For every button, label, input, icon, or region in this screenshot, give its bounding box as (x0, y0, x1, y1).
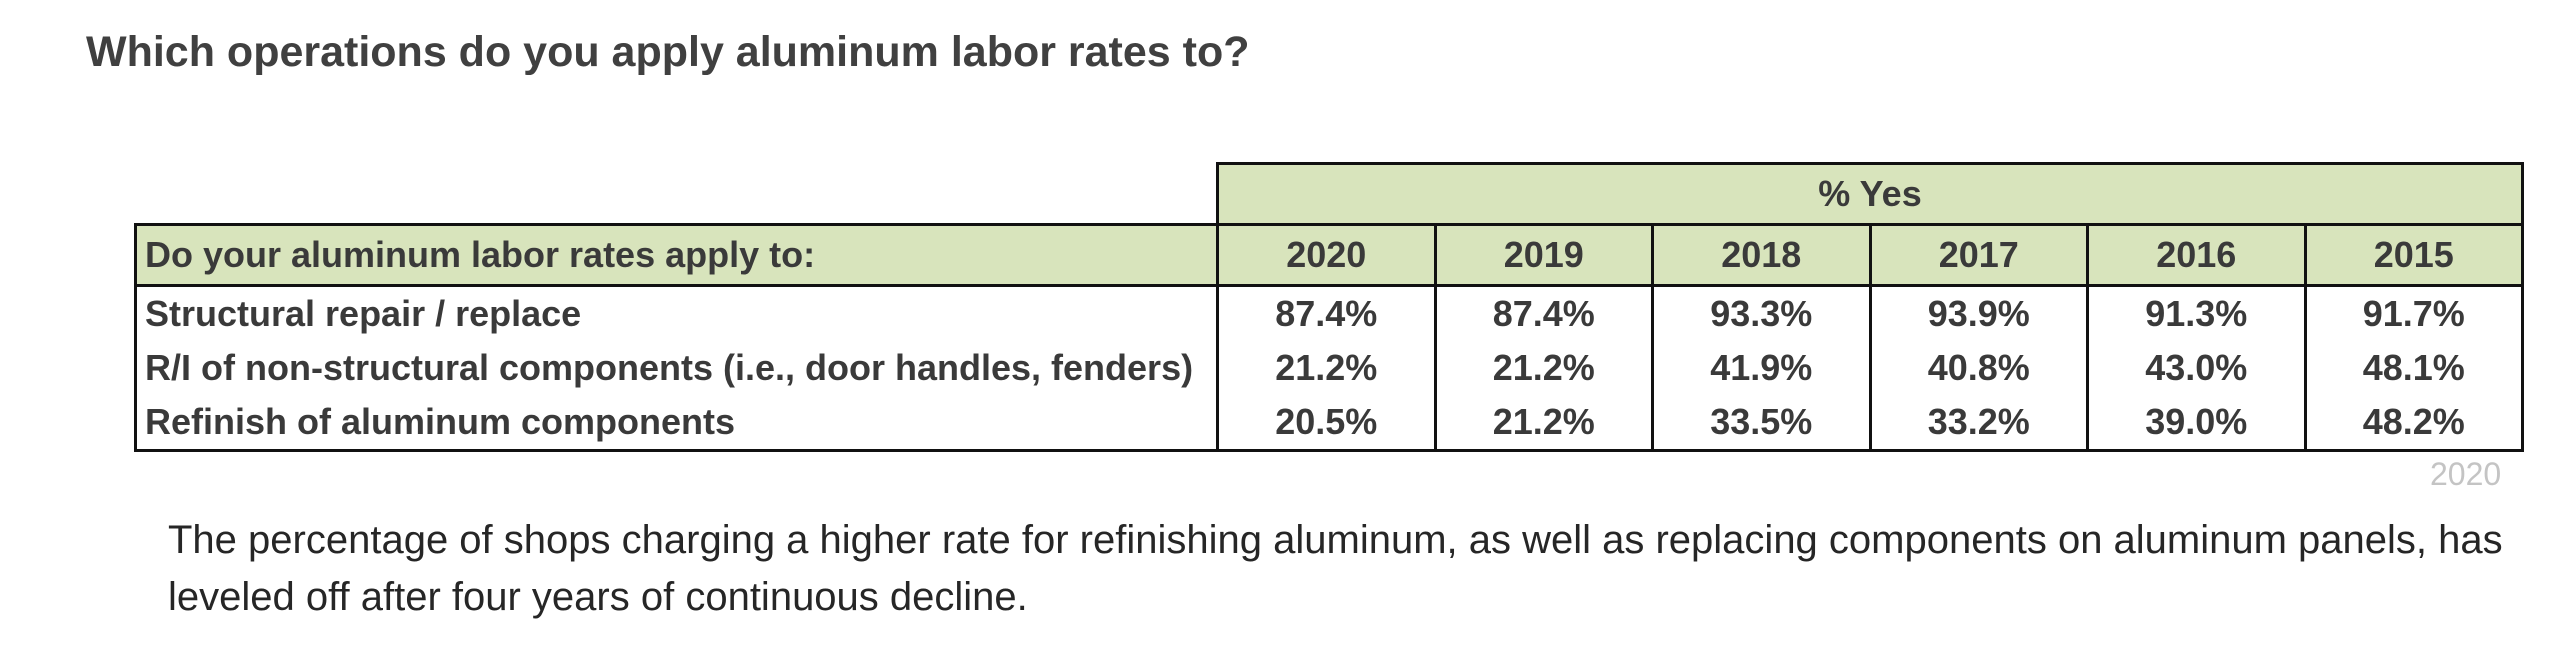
table-cell: 40.8% (1868, 341, 2089, 395)
table-cell: 48.2% (2303, 395, 2525, 452)
table-cell: 20.5% (1216, 395, 1437, 452)
year-header: 2020 (1216, 223, 1437, 287)
empty-corner (136, 164, 1218, 225)
table-row: R/I of non-structural components (i.e., … (134, 341, 2525, 395)
table-cell: 91.3% (2086, 285, 2307, 341)
table-cell: 41.9% (1651, 341, 1872, 395)
table-cell: 87.4% (1433, 285, 1654, 341)
table-cell: 93.9% (1868, 285, 2089, 341)
table-cell: 33.2% (1868, 395, 2089, 452)
row-header-label: Do your aluminum labor rates apply to: (134, 223, 1219, 287)
table-row: Structural repair / replace 87.4% 87.4% … (134, 285, 2525, 341)
summary-paragraph: The percentage of shops charging a highe… (168, 518, 2503, 619)
year-header: 2015 (2303, 223, 2525, 287)
table-row: Refinish of aluminum components 20.5% 21… (134, 395, 2525, 452)
year-header: 2016 (2086, 223, 2307, 287)
page-title: Which operations do you apply aluminum l… (86, 28, 1250, 76)
table-cell: 93.3% (1651, 285, 1872, 341)
percent-yes-header: % Yes (1215, 162, 2525, 226)
table-cell: 21.2% (1433, 395, 1654, 452)
row-label: Refinish of aluminum components (134, 395, 1219, 452)
row-label: Structural repair / replace (134, 285, 1219, 341)
table-cell: 87.4% (1216, 285, 1437, 341)
row-label: R/I of non-structural components (i.e., … (134, 341, 1219, 395)
year-header: 2018 (1651, 223, 1872, 287)
table-cell: 39.0% (2086, 395, 2307, 452)
table-group-header-row: % Yes (136, 162, 2525, 226)
table-cell: 21.2% (1433, 341, 1654, 395)
table-cell: 21.2% (1216, 341, 1437, 395)
survey-table: % Yes Do your aluminum labor rates apply… (134, 162, 2525, 452)
year-watermark: 2020 (2430, 456, 2502, 492)
year-header: 2019 (1433, 223, 1654, 287)
table-cell: 48.1% (2303, 341, 2525, 395)
table-header-row: Do your aluminum labor rates apply to: 2… (134, 223, 2525, 287)
table-cell: 43.0% (2086, 341, 2307, 395)
table-cell: 33.5% (1651, 395, 1872, 452)
table-cell: 91.7% (2303, 285, 2525, 341)
year-header: 2017 (1868, 223, 2089, 287)
